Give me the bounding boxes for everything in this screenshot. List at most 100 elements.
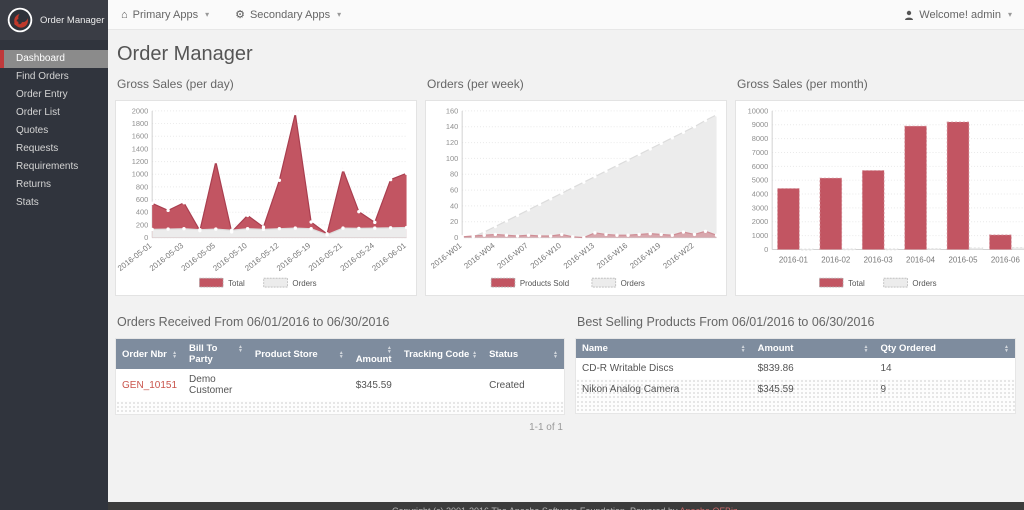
sort-icon[interactable]: ▲ ▼ xyxy=(172,349,178,360)
chevron-down-icon: ▾ xyxy=(337,10,342,19)
area-chart: 0 200 400 600 800 1000 1200 1400 1600 1800 2000 201… xyxy=(116,106,408,288)
sort-icon[interactable]: ▲ ▼ xyxy=(472,349,478,360)
svg-text:600: 600 xyxy=(136,195,148,204)
table-title: Best Selling Products From 06/01/2016 to… xyxy=(577,315,875,329)
sidebar-item-order-list[interactable]: Order List xyxy=(16,107,60,118)
table-cell: CD-R Writable Discs xyxy=(582,363,674,374)
sidebar-item-find-orders[interactable]: Find Orders xyxy=(16,71,69,82)
table-card-0: Orders Received From 06/01/2016 to 06/30… xyxy=(115,315,565,433)
main-content: Order Manager Gross Sales (per day) 0 200 4… xyxy=(108,30,1024,510)
sidebar-item-order-entry[interactable]: Order Entry xyxy=(16,89,68,100)
sidebar-item-quotes[interactable]: Quotes xyxy=(16,125,49,136)
table-cell xyxy=(249,369,350,401)
sidebar-item-dashboard[interactable]: Dashboard xyxy=(0,50,108,68)
svg-text:20: 20 xyxy=(450,217,458,226)
svg-text:2000: 2000 xyxy=(752,217,768,226)
svg-text:200: 200 xyxy=(136,220,148,229)
sort-icon[interactable]: ▲ ▼ xyxy=(237,344,243,354)
app-title: Order Manager xyxy=(40,14,105,26)
svg-text:5000: 5000 xyxy=(752,176,768,185)
svg-text:2016-06-01: 2016-06-01 xyxy=(370,241,408,273)
table-cell: Demo Customer xyxy=(189,374,233,396)
sort-icon[interactable]: ▲ ▼ xyxy=(1004,344,1009,354)
table-row: GEN_10151 Demo Customer $345.59 Created xyxy=(116,369,564,401)
chart-card-2: Gross Sales (per month) 0 1000 2000 3000 4000… xyxy=(735,77,1024,296)
tables-row: Orders Received From 06/01/2016 to 06/30… xyxy=(115,315,1024,433)
svg-text:2016-06: 2016-06 xyxy=(991,255,1021,264)
svg-text:400: 400 xyxy=(136,208,148,217)
svg-text:2016-W13: 2016-W13 xyxy=(562,241,597,271)
column-header-amount[interactable]: ▲ ▼ Amount xyxy=(751,339,875,358)
user-menu[interactable]: Welcome! admin ▾ xyxy=(892,9,1024,21)
svg-text:2016-05-01: 2016-05-01 xyxy=(116,241,154,273)
sort-icon[interactable]: ▲ ▼ xyxy=(386,344,392,355)
column-label: Tracking Code xyxy=(403,348,470,360)
svg-text:4000: 4000 xyxy=(752,190,768,199)
table-cell: 14 xyxy=(880,363,892,374)
footer-link[interactable]: Apache OFBiz. xyxy=(679,506,740,510)
sidebar-item-requests[interactable]: Requests xyxy=(16,143,59,154)
sidebar: Dashboard Find Orders Order Entry Order Lis… xyxy=(0,40,108,510)
svg-text:10000: 10000 xyxy=(748,106,769,115)
svg-text:160: 160 xyxy=(446,106,458,115)
column-header-order-nbr[interactable]: ▲ ▼ Order Nbr xyxy=(116,339,184,369)
svg-text:2016-W04: 2016-W04 xyxy=(462,241,497,271)
column-header-amount[interactable]: ▲ ▼ Amount xyxy=(349,339,398,369)
chart-title: Gross Sales (per month) xyxy=(737,77,868,91)
column-label: Order Nbr xyxy=(122,348,167,360)
svg-text:2016-W19: 2016-W19 xyxy=(628,241,663,271)
svg-text:40: 40 xyxy=(450,201,458,210)
secondary-apps-menu[interactable]: ⚙ Secondary Apps ▾ xyxy=(222,0,354,30)
sort-icon[interactable]: ▲ ▼ xyxy=(338,349,344,360)
svg-text:1000: 1000 xyxy=(132,170,148,179)
sidebar-item-returns[interactable]: Returns xyxy=(16,179,52,190)
sidebar-item-requirements[interactable]: Requirements xyxy=(16,161,79,172)
chevron-down-icon: ▾ xyxy=(1007,10,1012,19)
svg-text:1400: 1400 xyxy=(132,144,148,153)
sort-icon[interactable]: ▲ ▼ xyxy=(863,344,869,354)
svg-text:2000: 2000 xyxy=(132,106,148,115)
svg-text:0: 0 xyxy=(454,233,458,242)
svg-text:1000: 1000 xyxy=(752,231,768,240)
svg-text:8000: 8000 xyxy=(752,134,768,143)
sidebar-item-stats[interactable]: Stats xyxy=(16,197,39,208)
svg-text:Orders: Orders xyxy=(292,279,316,288)
order-link[interactable]: GEN_10151 xyxy=(122,379,178,391)
svg-text:2016-05: 2016-05 xyxy=(948,255,978,264)
table-cell: $345.59 xyxy=(751,379,875,400)
brand[interactable]: Order Manager xyxy=(0,0,108,40)
table-cell: $345.59 xyxy=(355,379,392,391)
secondary-apps-label: Secondary Apps xyxy=(249,8,331,21)
sort-icon[interactable]: ▲ ▼ xyxy=(740,344,746,354)
column-header-qty-ordered[interactable]: ▲ ▼ Qty Ordered xyxy=(874,339,1015,358)
svg-text:9000: 9000 xyxy=(752,120,768,129)
column-header-name[interactable]: ▲ ▼ Name xyxy=(576,339,752,358)
primary-apps-menu[interactable]: ⌂ Primary Apps ▾ xyxy=(108,0,222,30)
column-header-bill-to-party[interactable]: ▲ ▼ Bill To Party xyxy=(183,339,249,369)
table-panel: ▲ ▼ Name ▲ ▼ Amount ▲ ▼ Qty Ordered CD-R Writable… xyxy=(575,338,1016,414)
svg-text:2016-W22: 2016-W22 xyxy=(661,241,695,271)
table-row: CD-R Writable Discs $839.86 14 xyxy=(576,358,1015,379)
chart-title: Orders (per week) xyxy=(427,77,524,91)
charts-row: Gross Sales (per day) 0 200 400 600 800 1000 12… xyxy=(115,77,1024,296)
svg-text:7000: 7000 xyxy=(752,148,768,157)
page-title: Order Manager xyxy=(117,43,253,65)
column-header-product-store[interactable]: ▲ ▼ Product Store xyxy=(248,339,350,369)
sort-icon[interactable]: ▲ ▼ xyxy=(553,349,558,360)
column-header-tracking-code[interactable]: ▲ ▼ Tracking Code xyxy=(397,339,484,369)
svg-text:0: 0 xyxy=(764,245,768,254)
column-header-status[interactable]: ▲ ▼ Status xyxy=(483,339,564,369)
svg-text:2016-01: 2016-01 xyxy=(779,255,809,264)
area-chart: 0204060801001201401602016-W012016-W04201… xyxy=(429,106,719,288)
svg-text:2016-02: 2016-02 xyxy=(821,255,850,264)
chart-panel: 0 20 40 60 80 100 120 140 160 2016-W01 2016-W04 201… xyxy=(425,100,727,296)
table-cell: 9 xyxy=(874,379,1015,400)
svg-text:2016-W01: 2016-W01 xyxy=(429,241,464,271)
ofbiz-logo-icon xyxy=(7,7,33,33)
table-cell xyxy=(398,369,483,401)
table-filler-strip xyxy=(576,400,1015,413)
chart-card-0: Gross Sales (per day) 0 200 400 600 800 1000 12… xyxy=(115,77,417,296)
svg-text:3000: 3000 xyxy=(752,203,768,212)
column-label: Amount xyxy=(355,353,392,365)
svg-text:2016-W10: 2016-W10 xyxy=(529,241,564,271)
